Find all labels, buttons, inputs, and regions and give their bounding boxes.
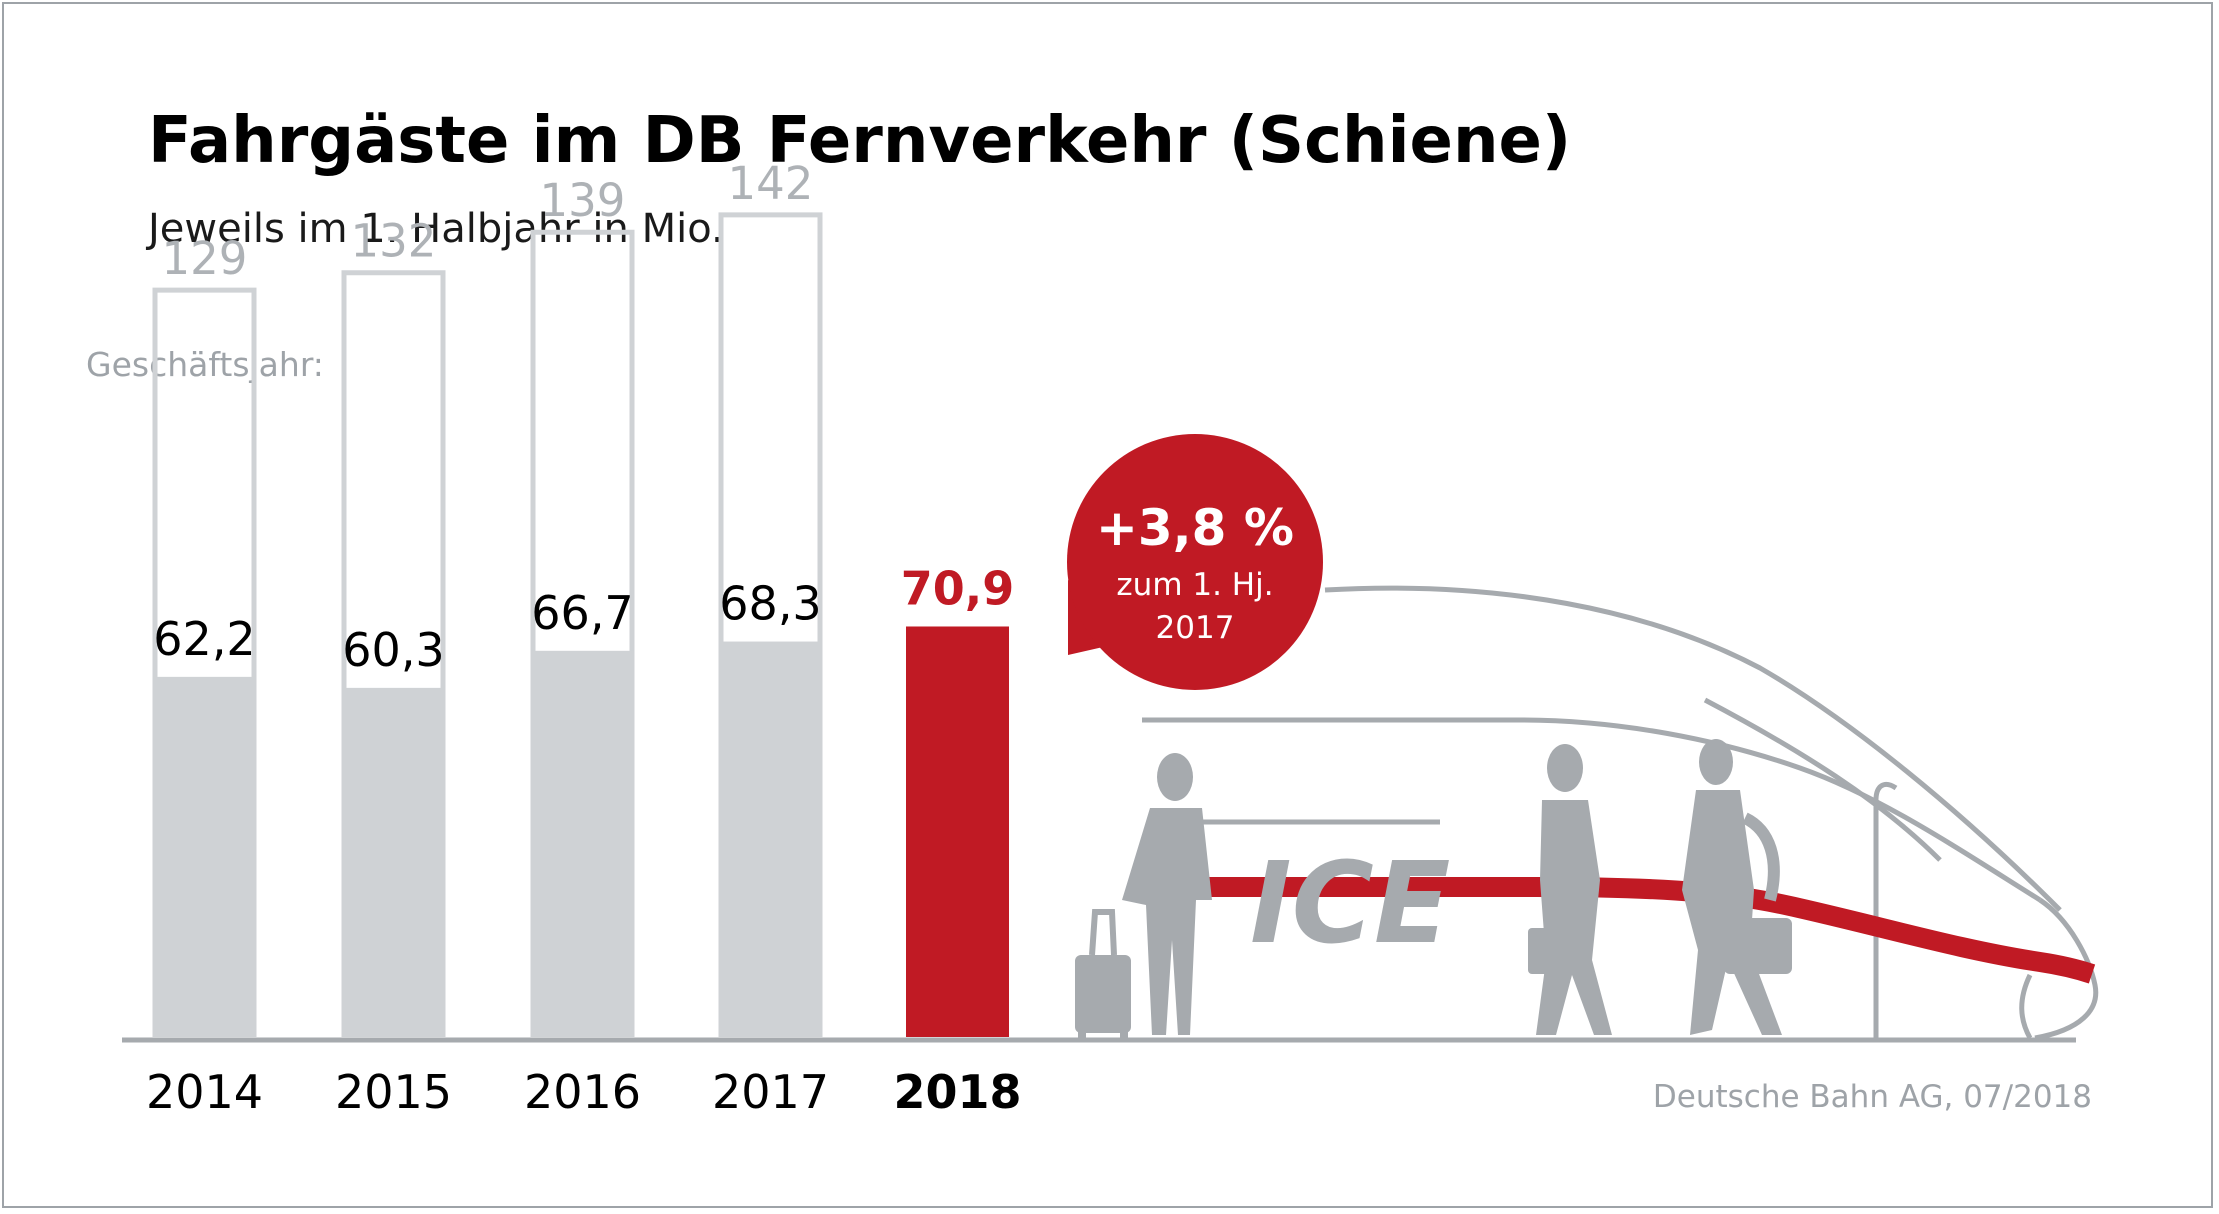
x-tick-label-2016: 2016 <box>524 1065 641 1119</box>
bar-2015 <box>342 687 445 1037</box>
walking-man-icon <box>1682 739 1792 1035</box>
annual-value-2017: 142 <box>728 157 814 210</box>
annual-outline-2017 <box>718 212 823 1037</box>
value-label-2018: 70,9 <box>901 561 1015 615</box>
bar-2017 <box>719 641 822 1037</box>
annual-value-2014: 129 <box>162 232 248 285</box>
annual-outline-layer <box>152 212 823 1037</box>
annual-label-title: Geschäftsjahr: <box>86 345 324 384</box>
growth-callout: +3,8 % zum 1. Hj. 2017 <box>1067 434 1323 690</box>
annual-outline-2015 <box>341 270 446 1037</box>
walking-woman-icon <box>1528 744 1612 1035</box>
label-layer: 129 62,2 2014 132 60,3 2015 139 66,7 2016 142 68,3… <box>146 157 1022 1119</box>
value-label-2017: 68,3 <box>719 577 821 631</box>
value-label-2015: 60,3 <box>342 623 444 677</box>
ice-train-icon: ICE <box>1142 585 2099 1041</box>
callout-line1: zum 1. Hj. <box>1116 567 1273 603</box>
x-tick-label-2014: 2014 <box>146 1065 263 1119</box>
annual-value-2015: 132 <box>351 215 437 268</box>
traveler-with-suitcase-icon <box>1075 753 1212 1040</box>
annual-outline-2014 <box>152 287 257 1037</box>
bar-layer <box>153 626 1009 1037</box>
x-tick-label-2018: 2018 <box>893 1065 1021 1119</box>
annual-value-2016: 139 <box>540 174 626 227</box>
annual-outline-2016 <box>530 229 635 1037</box>
source-note: Deutsche Bahn AG, 07/2018 <box>1653 1079 2092 1115</box>
train-label: ICE <box>1250 839 1450 969</box>
x-tick-label-2017: 2017 <box>712 1065 829 1119</box>
callout-value: +3,8 % <box>1096 499 1294 557</box>
chart-title: Fahrgäste im DB Fernverkehr (Schiene) <box>148 104 1571 178</box>
bar-2016 <box>531 650 634 1037</box>
x-tick-label-2015: 2015 <box>335 1065 452 1119</box>
callout-line2: 2017 <box>1156 610 1235 646</box>
chart-subtitle: Jeweils im 1. Halbjahr in Mio. <box>145 206 724 252</box>
value-label-2014: 62,2 <box>153 612 255 666</box>
bar-2018 <box>906 626 1009 1037</box>
value-label-2016: 66,7 <box>531 586 633 640</box>
bar-2014 <box>153 676 256 1037</box>
